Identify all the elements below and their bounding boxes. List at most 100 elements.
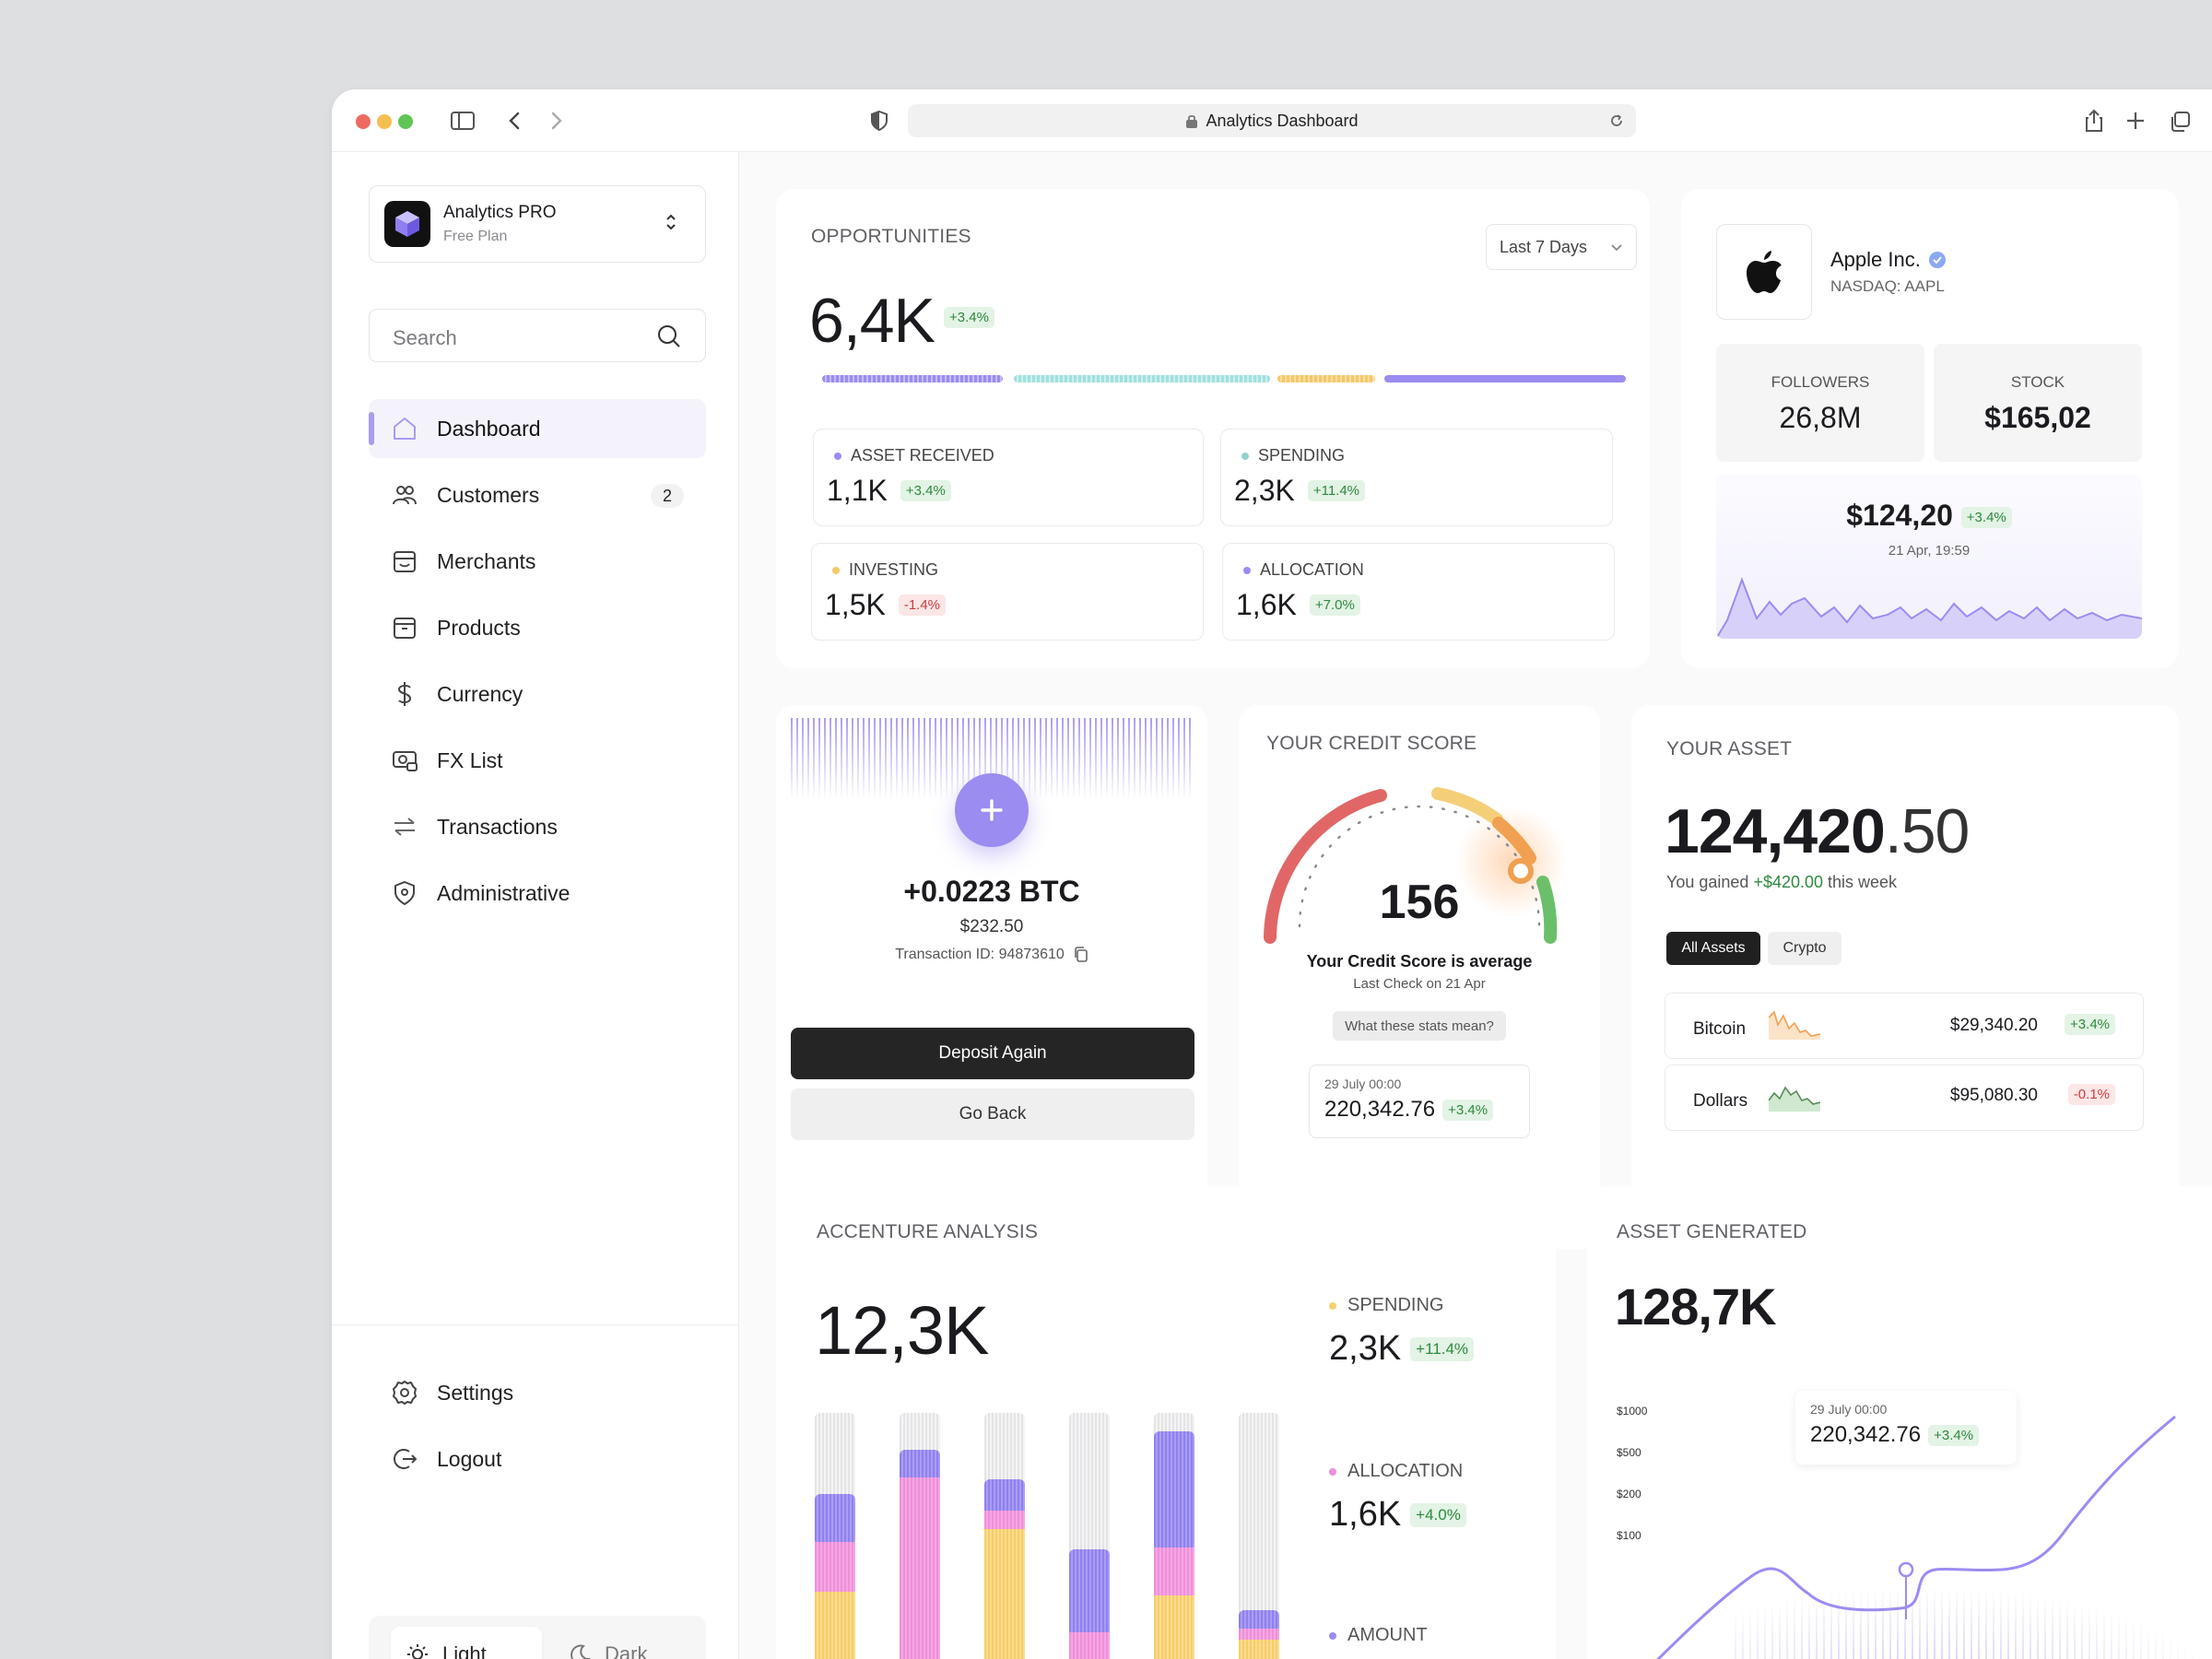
add-deposit-button[interactable]	[955, 773, 1029, 847]
brand-name: Analytics PRO	[443, 203, 557, 222]
maximize-dot[interactable]	[398, 114, 413, 129]
legend-value: 1,6K	[1329, 1495, 1402, 1534]
go-back-button[interactable]: Go Back	[791, 1088, 1194, 1140]
followers-value: 26,8M	[1779, 401, 1862, 434]
price-value: $124,20	[1846, 499, 1953, 532]
progress-segment-asset	[822, 375, 1003, 382]
arrows-icon	[394, 818, 415, 836]
asset-generated-value: 128,7K	[1615, 1277, 1777, 1335]
legend-amount: AMOUNT	[1329, 1625, 1428, 1646]
plus-icon	[981, 799, 1003, 821]
stat-change-chip: +11.4%	[1307, 480, 1366, 501]
tooltip-change: +3.4%	[1928, 1424, 1980, 1446]
forward-icon[interactable]	[549, 110, 564, 132]
nav-item-fx-list[interactable]: FX List	[369, 731, 706, 790]
asset-row-dollars[interactable]: Dollars $95,080.30 -0.1%	[1665, 1065, 2144, 1131]
y-axis-ticks: $1000 $500 $200 $100	[1617, 1391, 1647, 1557]
nav-item-customers[interactable]: Customers 2	[369, 465, 706, 524]
bar-column-5	[1154, 1413, 1194, 1659]
search-icon[interactable]	[657, 324, 681, 348]
credit-footer-date: 29 July 00:00	[1324, 1077, 1402, 1091]
nav-item-settings[interactable]: Settings	[369, 1363, 706, 1422]
minimize-dot[interactable]	[377, 114, 392, 129]
tooltip-date: 29 July 00:00	[1810, 1402, 1888, 1417]
back-icon[interactable]	[507, 110, 522, 132]
copy-icon[interactable]	[1074, 947, 1088, 963]
tab-all-assets[interactable]: All Assets	[1666, 932, 1760, 965]
gauge-yellow-arc	[1431, 787, 1503, 826]
tooltip-value-row: 220,342.76 +3.4%	[1810, 1422, 1980, 1448]
gain-value: +$420.00	[1753, 873, 1824, 891]
nav-item-dashboard[interactable]: Dashboard	[369, 399, 706, 458]
logout-icon	[394, 1449, 418, 1469]
asset-value-main: 124,420	[1665, 796, 1886, 866]
progress-segment-investing	[1277, 375, 1375, 382]
nav-item-logout[interactable]: Logout	[369, 1430, 706, 1488]
stat-label-text: ALLOCATION	[1260, 560, 1364, 579]
asset-value-row: 124,420.50	[1665, 795, 1971, 867]
nav-item-administrative[interactable]: Administrative	[369, 864, 706, 923]
credit-help-button[interactable]: What these stats mean?	[1333, 1011, 1506, 1041]
period-select[interactable]: Last 7 Days	[1486, 224, 1637, 270]
sidebar-toggle-icon[interactable]	[450, 110, 476, 132]
transaction-id-row: Transaction ID: 94873610	[776, 947, 1207, 963]
chart-bars-decoration	[1735, 1592, 2212, 1659]
stat-value: 1,1K	[827, 474, 888, 507]
bitcoin-sparkline	[1769, 1010, 1820, 1040]
tabs-overview-icon[interactable]	[2168, 110, 2192, 134]
nav-item-currency[interactable]: Currency	[369, 665, 706, 724]
gauge-red-arc	[1264, 789, 1387, 944]
stat-change-chip: +7.0%	[1309, 594, 1360, 616]
nav-label: Products	[437, 615, 521, 640]
nav-item-merchants[interactable]: Merchants	[369, 532, 706, 591]
y-tick: $200	[1617, 1488, 1641, 1500]
accenture-value: 12,3K	[815, 1292, 989, 1369]
price-chart: $124,20 +3.4% 21 Apr, 19:59	[1716, 475, 2142, 639]
share-icon[interactable]	[2083, 108, 2105, 134]
tab-crypto[interactable]: Crypto	[1768, 932, 1841, 965]
theme-light-button[interactable]: Light	[391, 1627, 542, 1659]
privacy-shield-icon[interactable]	[869, 110, 889, 132]
legend-allocation: ALLOCATION 1,6K +4.0%	[1329, 1461, 1466, 1535]
address-bar[interactable]: Analytics Dashboard	[908, 104, 1636, 137]
reload-icon[interactable]	[1608, 112, 1625, 129]
deposit-again-button[interactable]: Deposit Again	[791, 1028, 1194, 1079]
asset-value-decimal: .50	[1884, 796, 1971, 866]
theme-dark-label: Dark	[605, 1642, 648, 1659]
y-tick: $100	[1617, 1529, 1641, 1542]
progress-segment-spending	[1014, 375, 1270, 382]
gear-icon	[393, 1381, 417, 1405]
nav-item-transactions[interactable]: Transactions	[369, 797, 706, 856]
transaction-id: Transaction ID: 94873610	[895, 947, 1065, 962]
chevron-down-icon	[1611, 244, 1622, 252]
nav-item-products[interactable]: Products	[369, 598, 706, 657]
tooltip-point	[1898, 1561, 1914, 1578]
new-tab-icon[interactable]	[2124, 110, 2147, 132]
accenture-title: ACCENTURE ANALYSIS	[817, 1221, 1039, 1242]
theme-dark-button[interactable]: Dark	[553, 1627, 682, 1659]
stat-value: 2,3K	[1234, 474, 1295, 507]
asset-row-value: $95,080.30	[1949, 1086, 2038, 1105]
legend-value: 2,3K	[1329, 1329, 1402, 1368]
stat-dot	[832, 566, 840, 574]
stat-allocation: ALLOCATION 1,6K +7.0%	[1222, 543, 1615, 641]
nav-label: Transactions	[437, 814, 558, 839]
asset-row-bitcoin[interactable]: Bitcoin $29,340.20 +3.4%	[1665, 993, 2144, 1059]
opportunities-card: OPPORTUNITIES Last 7 Days 6,4K +3.4% ASS…	[776, 189, 1650, 668]
nav-label: Currency	[437, 681, 524, 706]
dollars-sparkline	[1769, 1086, 1820, 1112]
asset-row-change: +3.4%	[2065, 1014, 2115, 1035]
period-label: Last 7 Days	[1500, 237, 1588, 256]
theme-switcher: Light Dark	[369, 1616, 706, 1659]
legend-label: SPENDING	[1347, 1295, 1444, 1315]
gauge-indicator	[1508, 858, 1534, 884]
bottom-nav: Settings Logout	[369, 1363, 706, 1496]
legend-change: +11.4%	[1410, 1336, 1475, 1361]
asset-gain-row: You gained +$420.00 this week	[1666, 873, 1897, 892]
stock-card: Apple Inc. NASDAQ: AAPL FOLLOWERS 26,8M …	[1681, 189, 2179, 668]
search-input[interactable]: Search	[369, 309, 706, 362]
close-dot[interactable]	[356, 114, 371, 129]
asset-title: YOUR ASSET	[1666, 738, 1793, 759]
workspace-switcher[interactable]: Analytics PRO Free Plan	[369, 185, 706, 263]
stat-dot	[1241, 452, 1249, 460]
